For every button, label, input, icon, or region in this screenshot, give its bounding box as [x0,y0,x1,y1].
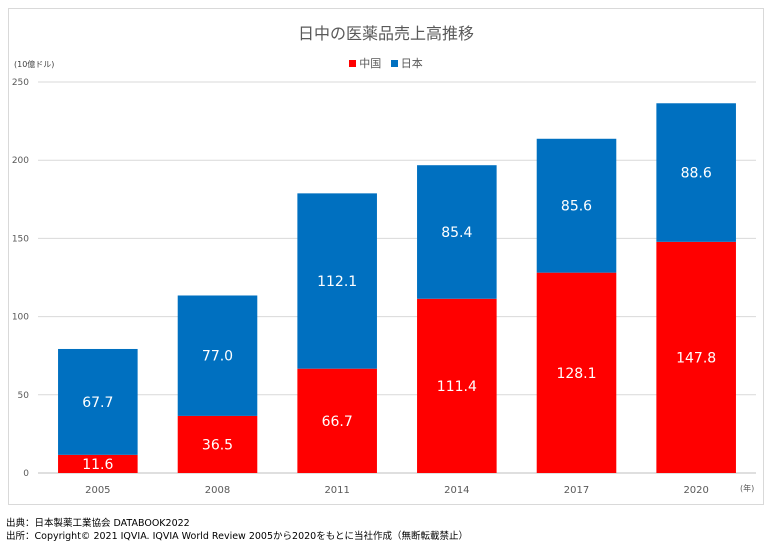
legend-label-china: 中国 [359,57,382,70]
chart-title: 日中の医薬品売上高推移 [297,24,474,43]
bar-segment-china [656,241,736,473]
data-label: 85.4 [441,225,472,241]
data-label: 77.0 [202,349,233,365]
legend: 中国 日本 [0,55,772,71]
x-tick-label: 2008 [205,485,230,496]
bar-segment-japan [297,193,377,369]
x-tick-label: 2020 [683,485,708,496]
bar-segment-japan [417,165,497,299]
x-axis-unit-label: (年) [740,484,755,493]
y-axis-unit-label: (10億ドル) [14,60,55,69]
x-tick-label: 2017 [564,485,589,496]
x-tick-label: 2014 [444,485,469,496]
y-tick-label: 150 [12,234,29,244]
data-label: 88.6 [681,166,712,182]
bar-segment-china [177,415,258,473]
x-tick-label: 2011 [324,485,349,496]
bar-segment-japan [177,295,258,416]
data-label: 66.7 [322,414,353,430]
legend-label-japan: 日本 [400,57,423,70]
bar-segment-japan [58,348,138,455]
y-tick-label: 0 [23,469,29,479]
y-tick-label: 250 [12,78,29,88]
data-label: 128.1 [556,366,596,382]
legend-item-china: 中国 [349,55,381,71]
legend-item-japan: 日本 [390,55,423,71]
legend-swatch-china [349,60,357,67]
x-tick-label: 2005 [85,485,110,496]
data-label: 112.1 [317,274,357,290]
data-label: 11.6 [82,457,113,473]
data-label: 36.5 [202,437,233,453]
bar-segment-china [297,368,377,473]
data-label: 111.4 [437,379,477,395]
bar-segment-japan [536,138,617,273]
data-label: 85.6 [561,199,592,215]
source-note-2: 出所：Copyright© 2021 IQVIA. IQVIA World Re… [6,531,469,542]
y-tick-label: 200 [12,156,29,166]
legend-swatch-japan [390,60,398,67]
source-note-1: 出典：日本製薬工業協会 DATABOOK2022 [6,518,190,529]
data-label: 67.7 [82,395,113,411]
y-tick-label: 50 [18,391,30,401]
bar-segment-china [536,272,617,473]
bar-segment-japan [656,103,736,242]
bar-segment-china [58,454,138,473]
bar-segment-china [417,298,497,473]
data-label: 147.8 [676,350,716,366]
y-tick-label: 100 [12,313,29,323]
